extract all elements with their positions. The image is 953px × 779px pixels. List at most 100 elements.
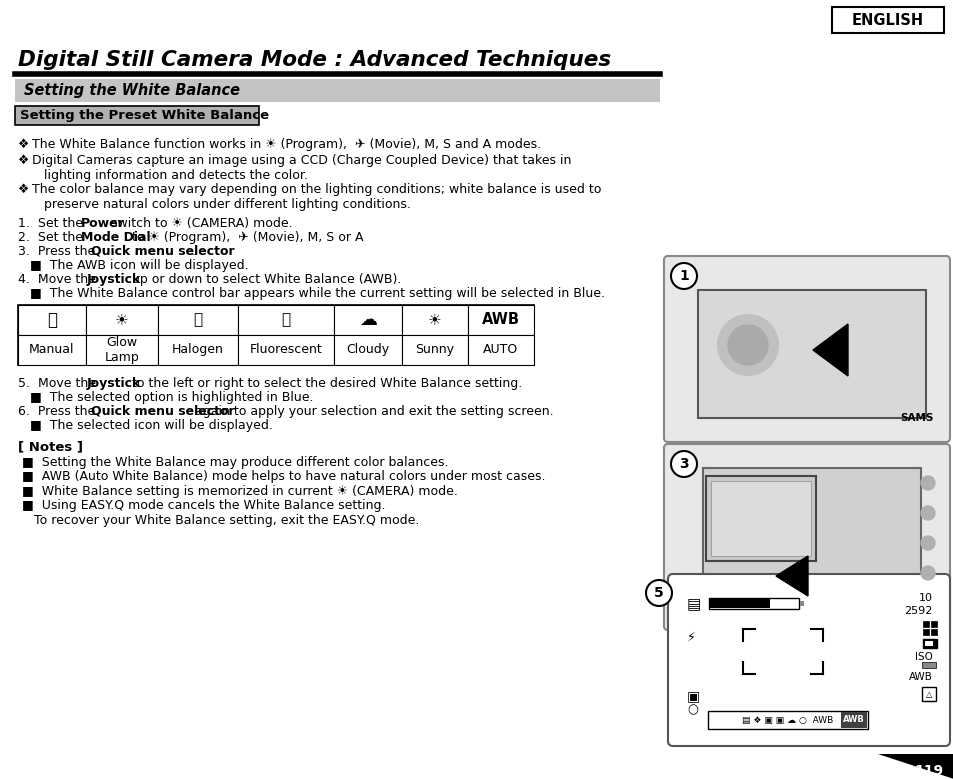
Bar xyxy=(18,334,86,365)
Text: AWB: AWB xyxy=(481,312,519,327)
Bar xyxy=(86,305,158,334)
Text: up or down to select White Balance (AWB).: up or down to select White Balance (AWB)… xyxy=(128,273,401,285)
Text: ■  Using EASY.Q mode cancels the White Balance setting.
   To recover your White: ■ Using EASY.Q mode cancels the White Ba… xyxy=(22,499,419,527)
Text: 5: 5 xyxy=(654,586,663,600)
FancyBboxPatch shape xyxy=(663,256,949,442)
Bar xyxy=(930,621,936,627)
Text: .: . xyxy=(191,245,195,258)
Text: 4.  Move the: 4. Move the xyxy=(18,273,100,285)
Bar xyxy=(702,468,920,611)
Bar xyxy=(923,629,928,635)
Text: 2592: 2592 xyxy=(903,606,932,616)
Text: Sunny: Sunny xyxy=(416,343,454,356)
Text: 119: 119 xyxy=(914,764,943,778)
Bar xyxy=(158,305,237,334)
Bar xyxy=(831,7,943,33)
Bar xyxy=(468,305,534,334)
Text: ■  The White Balance control bar appears while the current setting will be selec: ■ The White Balance control bar appears … xyxy=(30,287,604,299)
Polygon shape xyxy=(877,754,953,779)
Bar xyxy=(707,711,867,729)
Text: 3.  Press the: 3. Press the xyxy=(18,245,99,258)
Bar xyxy=(401,305,468,334)
Text: ■  AWB (Auto White Balance) mode helps to have natural colors under most cases.: ■ AWB (Auto White Balance) mode helps to… xyxy=(22,470,545,483)
Text: ○: ○ xyxy=(686,703,698,716)
Text: ▤ ❖ ▣ ▣ ☁ ○  AWB: ▤ ❖ ▣ ▣ ☁ ○ AWB xyxy=(741,715,833,724)
Bar xyxy=(709,599,769,608)
Circle shape xyxy=(718,315,778,375)
Text: Power: Power xyxy=(81,217,125,230)
FancyBboxPatch shape xyxy=(663,444,949,630)
Text: switch to ☀ (CAMERA) mode.: switch to ☀ (CAMERA) mode. xyxy=(107,217,293,230)
Text: The color balance may vary depending on the lighting conditions; white balance i: The color balance may vary depending on … xyxy=(32,182,600,210)
Circle shape xyxy=(670,451,697,477)
Bar xyxy=(923,639,936,648)
Text: 5.  Move the: 5. Move the xyxy=(18,376,100,390)
Text: AUTO: AUTO xyxy=(483,343,518,356)
Text: 1.  Set the: 1. Set the xyxy=(18,217,87,230)
Text: ❖: ❖ xyxy=(18,153,30,167)
Text: Setting the Preset White Balance: Setting the Preset White Balance xyxy=(20,108,269,122)
Bar xyxy=(921,687,935,701)
Text: 6.  Press the: 6. Press the xyxy=(18,404,99,418)
Circle shape xyxy=(920,476,934,490)
Text: ■  White Balance setting is memorized in current ☀ (CAMERA) mode.: ■ White Balance setting is memorized in … xyxy=(22,485,457,498)
Circle shape xyxy=(670,263,697,289)
Text: Manual: Manual xyxy=(30,343,74,356)
Text: Joystick: Joystick xyxy=(86,376,140,390)
Bar xyxy=(334,305,401,334)
Text: ■  Setting the White Balance may produce different color balances.: ■ Setting the White Balance may produce … xyxy=(22,456,448,468)
Text: to the left or right to select the desired White Balance setting.: to the left or right to select the desir… xyxy=(128,376,522,390)
Text: Glow
Lamp: Glow Lamp xyxy=(105,336,139,364)
Bar xyxy=(86,334,158,365)
Text: Digital Cameras capture an image using a CCD (Charge Coupled Device) that takes : Digital Cameras capture an image using a… xyxy=(32,153,571,182)
Bar xyxy=(710,481,810,556)
Text: Quick menu selector: Quick menu selector xyxy=(91,245,234,258)
Bar xyxy=(841,712,866,728)
Bar xyxy=(18,305,86,334)
Bar xyxy=(930,629,936,635)
Text: ■  The selected icon will be displayed.: ■ The selected icon will be displayed. xyxy=(30,418,273,432)
Text: ISO: ISO xyxy=(914,652,932,662)
Text: ■  The selected option is highlighted in Blue.: ■ The selected option is highlighted in … xyxy=(30,390,314,404)
Circle shape xyxy=(920,506,934,520)
Text: ▣: ▣ xyxy=(686,689,700,703)
Text: ❖: ❖ xyxy=(18,138,30,151)
Circle shape xyxy=(727,325,767,365)
FancyBboxPatch shape xyxy=(667,574,949,746)
Text: ENGLISH: ENGLISH xyxy=(851,12,923,27)
Bar xyxy=(15,79,659,102)
Bar xyxy=(705,476,815,561)
Text: △: △ xyxy=(924,689,931,699)
Text: Joystick: Joystick xyxy=(86,273,140,285)
Bar xyxy=(923,621,928,627)
Text: ❖: ❖ xyxy=(18,182,30,196)
Text: Halogen: Halogen xyxy=(172,343,224,356)
Text: 2.  Set the: 2. Set the xyxy=(18,231,87,244)
Polygon shape xyxy=(812,324,847,376)
Bar xyxy=(18,305,534,365)
Text: ⌸: ⌸ xyxy=(281,312,291,327)
Bar xyxy=(334,334,401,365)
Circle shape xyxy=(920,566,934,580)
Text: ⌸: ⌸ xyxy=(193,312,202,327)
Bar xyxy=(158,334,237,365)
Bar xyxy=(15,106,258,125)
Text: [ Notes ]: [ Notes ] xyxy=(18,440,83,453)
Bar xyxy=(237,305,334,334)
Text: Setting the White Balance: Setting the White Balance xyxy=(24,83,240,97)
Bar xyxy=(708,598,799,609)
Text: ⚡: ⚡ xyxy=(686,631,695,644)
Bar xyxy=(800,601,803,606)
Bar xyxy=(401,334,468,365)
Circle shape xyxy=(645,580,671,606)
Bar xyxy=(698,290,925,418)
Text: to ☀ (Program),  ✈ (Movie), M, S or A: to ☀ (Program), ✈ (Movie), M, S or A xyxy=(128,231,363,244)
Text: ☁: ☁ xyxy=(358,311,376,329)
Text: 10: 10 xyxy=(918,593,932,603)
Bar xyxy=(921,662,935,668)
Text: 3: 3 xyxy=(679,457,688,471)
Text: ⎙: ⎙ xyxy=(47,311,57,329)
Text: ☀: ☀ xyxy=(115,312,129,327)
Text: again to apply your selection and exit the setting screen.: again to apply your selection and exit t… xyxy=(191,404,554,418)
Text: Cloudy: Cloudy xyxy=(346,343,389,356)
